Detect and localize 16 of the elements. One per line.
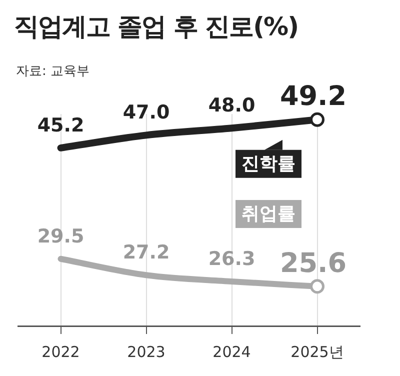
data-label: 49.2 [280, 81, 347, 112]
text: 취업률 [242, 204, 296, 225]
data-label: 47.0 [122, 102, 170, 124]
text: 자료: 교육부 [16, 63, 90, 80]
data-label: 25.6 [280, 248, 347, 279]
data-label: 26.3 [208, 248, 256, 270]
x-tick-label: 2024 [212, 342, 251, 361]
x-tick-label: 2022 [42, 342, 80, 361]
data-label: 27.2 [122, 242, 170, 264]
legend-label: 진학률 [242, 154, 296, 175]
x-tick-label: 2023 [127, 342, 166, 361]
data-label: 45.2 [37, 114, 84, 136]
data-label: 48.0 [208, 94, 256, 117]
data-label: 29.5 [37, 225, 84, 248]
chart-title: 직업계고 졸업 후 진로(%) [14, 11, 298, 43]
x-tick-label: 2025년 [290, 342, 344, 361]
